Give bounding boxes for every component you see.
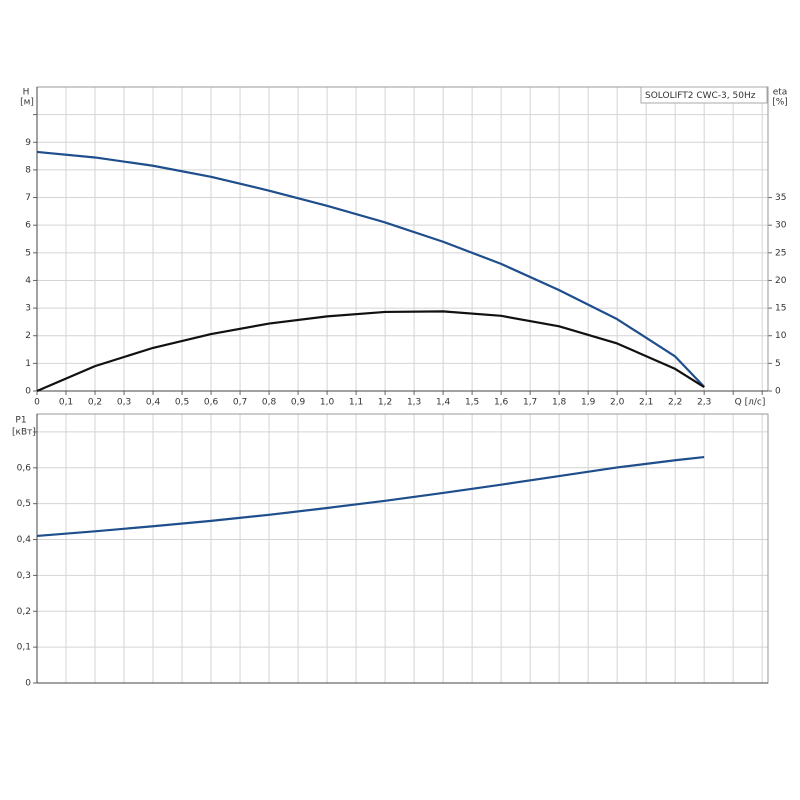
- y2-tick-label: 0: [775, 387, 781, 397]
- y-tick-label: 8: [25, 165, 31, 175]
- y2-tick-label: 15: [775, 304, 786, 314]
- x-tick-label: 1,6: [494, 398, 509, 408]
- x-tick-label: 2,1: [639, 398, 653, 408]
- y-tick-label: 5: [25, 248, 31, 258]
- y-tick-label: 7: [25, 193, 31, 203]
- curve: [36, 150, 705, 388]
- x-tick-label: 2,3: [697, 398, 711, 408]
- x-tick-label: 0,7: [233, 398, 247, 408]
- y-label: H: [23, 88, 30, 98]
- y2-tick-label: 30: [775, 221, 787, 231]
- y-unit: [м]: [20, 98, 34, 108]
- x-tick-label: 0,9: [291, 398, 306, 408]
- x-tick-label: 0,1: [59, 398, 73, 408]
- x-tick-label: 1,1: [349, 398, 363, 408]
- y-label: P1: [15, 416, 26, 426]
- x-tick-label: 1,8: [552, 398, 567, 408]
- x-tick-label: 1,4: [436, 398, 451, 408]
- x-label: Q [л/с]: [735, 398, 766, 408]
- y-unit: [кВт]: [12, 428, 36, 438]
- x-tick-label: 1,5: [465, 398, 479, 408]
- x-tick-label: 2,0: [610, 398, 625, 408]
- y2-tick-label: 5: [775, 359, 781, 369]
- y2-tick-label: 10: [775, 331, 787, 341]
- x-tick-label: 1,0: [320, 398, 335, 408]
- legend-box: [640, 86, 768, 104]
- y2-label: eta: [773, 88, 788, 98]
- y-tick-label: 0: [25, 387, 31, 397]
- y-tick-label: 0,2: [17, 607, 31, 617]
- y2-tick-label: 20: [775, 276, 787, 286]
- curve: [36, 455, 705, 538]
- curve: [36, 310, 705, 393]
- y2-unit: [%]: [772, 98, 788, 108]
- x-tick-label: 0,5: [175, 398, 189, 408]
- y-tick-label: 0: [25, 679, 31, 689]
- y-tick-label: 6: [25, 221, 31, 231]
- x-tick-label: 0,2: [88, 398, 102, 408]
- x-tick-label: 1,2: [378, 398, 392, 408]
- y-tick-label: 9: [25, 138, 31, 148]
- x-tick-label: 1,9: [581, 398, 596, 408]
- y-tick-label: 0,6: [17, 463, 32, 473]
- y-tick-label: 0,5: [17, 499, 31, 509]
- y2-tick-label: 35: [775, 193, 786, 203]
- x-tick-label: 1,7: [523, 398, 537, 408]
- y-tick-label: 0,3: [17, 571, 31, 581]
- y-tick-label: 0,4: [17, 535, 32, 545]
- x-tick-label: 0: [34, 398, 40, 408]
- legend-text: SOLOLIFT2 CWC-3, 50Hz: [645, 91, 756, 101]
- y-tick-label: 2: [25, 331, 31, 341]
- y-tick-label: 4: [25, 276, 31, 286]
- x-tick-label: 2,2: [668, 398, 682, 408]
- x-tick-label: 0,8: [262, 398, 277, 408]
- x-tick-label: 0,4: [146, 398, 161, 408]
- y-tick-label: 3: [25, 304, 31, 314]
- x-tick-label: 0,3: [117, 398, 131, 408]
- y-tick-label: 1: [25, 359, 31, 369]
- x-tick-label: 0,6: [204, 398, 219, 408]
- x-tick-label: 1,3: [407, 398, 421, 408]
- y-tick-label: 0,1: [17, 643, 31, 653]
- y2-tick-label: 25: [775, 248, 786, 258]
